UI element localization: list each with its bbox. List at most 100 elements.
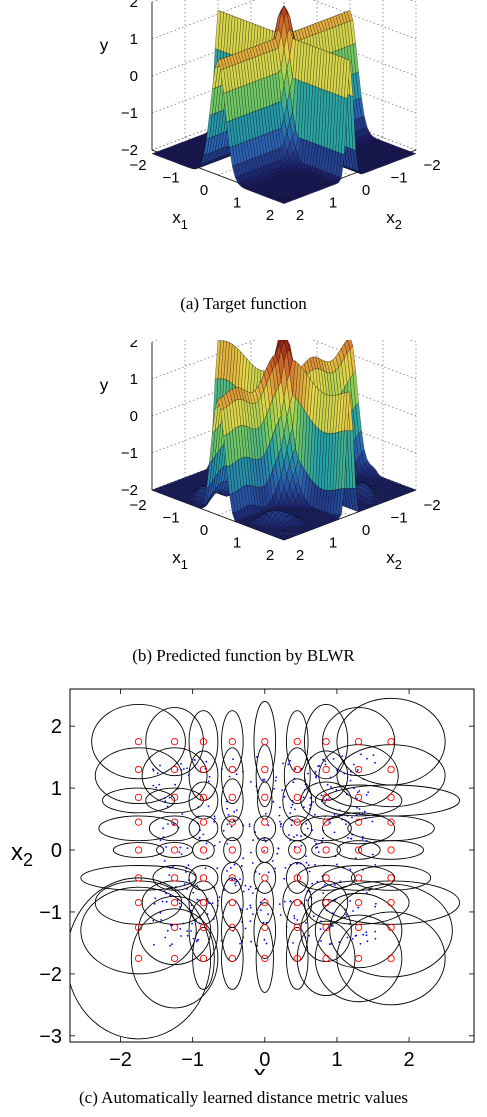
c-sample-point: [187, 864, 190, 867]
c-center-marker: [387, 954, 395, 963]
c-sample-point: [294, 768, 297, 770]
a-z-tick-label: 1: [130, 31, 138, 48]
c-sample-point: [186, 934, 189, 937]
c-sample-point: [374, 761, 376, 764]
c-center-marker: [261, 793, 269, 802]
c-sample-point: [309, 797, 312, 799]
c-center-marker: [322, 765, 330, 774]
c-sample-point: [250, 851, 252, 854]
c-center-marker: [170, 899, 179, 907]
c-sample-point: [313, 840, 316, 842]
c-sample-point: [180, 763, 182, 765]
c-center-marker: [354, 846, 363, 854]
c-sample-point: [351, 938, 354, 940]
c-center-marker: [387, 737, 395, 746]
c-sample-point: [255, 756, 258, 758]
c-sample-point: [230, 825, 233, 828]
c-sample-point: [289, 812, 292, 814]
c-metric-ellipse: [91, 704, 186, 780]
c-metric-ellipse: [188, 750, 219, 801]
c-metric-ellipse: [221, 747, 244, 805]
c-center-marker: [322, 923, 330, 932]
c-sample-point: [330, 786, 332, 788]
c-sample-point: [278, 903, 281, 905]
c-y-tick-label: −3: [39, 1026, 62, 1048]
c-center-marker: [354, 818, 363, 826]
c-metric-ellipse: [336, 840, 381, 860]
b-x1-tick-label: −2: [129, 497, 146, 514]
c-sample-point: [314, 847, 317, 849]
c-metric-ellipse: [283, 747, 311, 805]
c-plot-area: [70, 697, 461, 1040]
c-sample-point: [179, 928, 182, 930]
caption-c: (c) Automatically learned distance metri…: [78, 1088, 408, 1107]
c-center-marker: [170, 846, 179, 854]
c-sample-point: [315, 776, 317, 779]
c-sample-point: [278, 814, 281, 817]
c-center-marker: [322, 954, 330, 963]
c-sample-point: [174, 783, 177, 786]
c-center-marker: [134, 874, 143, 882]
c-sample-point: [211, 902, 214, 905]
c-sample-point: [305, 861, 308, 864]
c-metric-ellipse: [156, 842, 194, 858]
c-sample-point: [161, 900, 164, 903]
c-sample-point: [239, 942, 241, 945]
c-metric-ellipse: [70, 877, 212, 1040]
c-sample-point: [252, 913, 254, 915]
c-x-tick-label: −1: [181, 1049, 204, 1071]
c-sample-point: [279, 914, 282, 916]
c-metric-ellipse: [322, 812, 396, 845]
b-x1-tick-label: 2: [266, 547, 274, 564]
a-x1-tick-label: −2: [129, 157, 146, 174]
c-sample-point: [319, 928, 322, 930]
c-sample-point: [366, 940, 369, 943]
c-sample-point: [354, 935, 357, 937]
a-x2-tick-label: 2: [296, 207, 304, 224]
a-x2-tick-label: −2: [423, 157, 440, 174]
c-sample-point: [263, 938, 266, 941]
c-sample-point: [275, 776, 278, 779]
c-sample-point: [191, 922, 194, 925]
c-sample-point: [345, 823, 347, 825]
c-center-marker: [199, 737, 208, 746]
c-center-marker: [293, 765, 301, 774]
c-sample-point: [356, 791, 359, 794]
c-sample-point: [292, 942, 294, 944]
c-x-tick-label: 2: [404, 1049, 415, 1071]
c-sample-point: [205, 842, 208, 845]
a-x2-axis-label: x2: [386, 208, 402, 232]
c-sample-point: [262, 778, 264, 781]
c-metric-ellipse: [148, 815, 201, 842]
c-sample-point: [276, 852, 279, 855]
c-sample-point: [291, 803, 294, 806]
b-x2-tick-label: −1: [390, 510, 407, 527]
c-sample-point: [205, 760, 208, 763]
c-sample-point: [213, 821, 215, 823]
c-sample-point: [345, 913, 348, 916]
c-sample-point: [152, 784, 155, 787]
c-sample-point: [316, 846, 319, 849]
c-metric-ellipse: [221, 861, 244, 894]
c-sample-point: [283, 877, 286, 880]
c-sample-point: [358, 808, 361, 810]
c-center-marker: [170, 874, 179, 882]
c-sample-point: [317, 765, 320, 768]
c-center-marker: [228, 793, 236, 802]
c-center-marker: [387, 765, 395, 774]
c-sample-point: [259, 901, 262, 904]
c-center-marker: [228, 846, 236, 854]
c-sample-point: [372, 754, 375, 756]
c-sample-point: [202, 833, 205, 836]
c-center-marker: [293, 954, 301, 963]
c-sample-point: [317, 851, 320, 853]
c-sample-point: [169, 894, 172, 897]
c-sample-point: [218, 841, 221, 843]
c-sample-point: [198, 837, 201, 839]
c-sample-point: [352, 910, 354, 912]
c-center-marker: [354, 737, 363, 746]
c-sample-point: [371, 820, 374, 823]
c-sample-point: [300, 835, 302, 838]
c-sample-point: [158, 783, 161, 786]
b-x1-tick-label: 1: [233, 535, 241, 552]
